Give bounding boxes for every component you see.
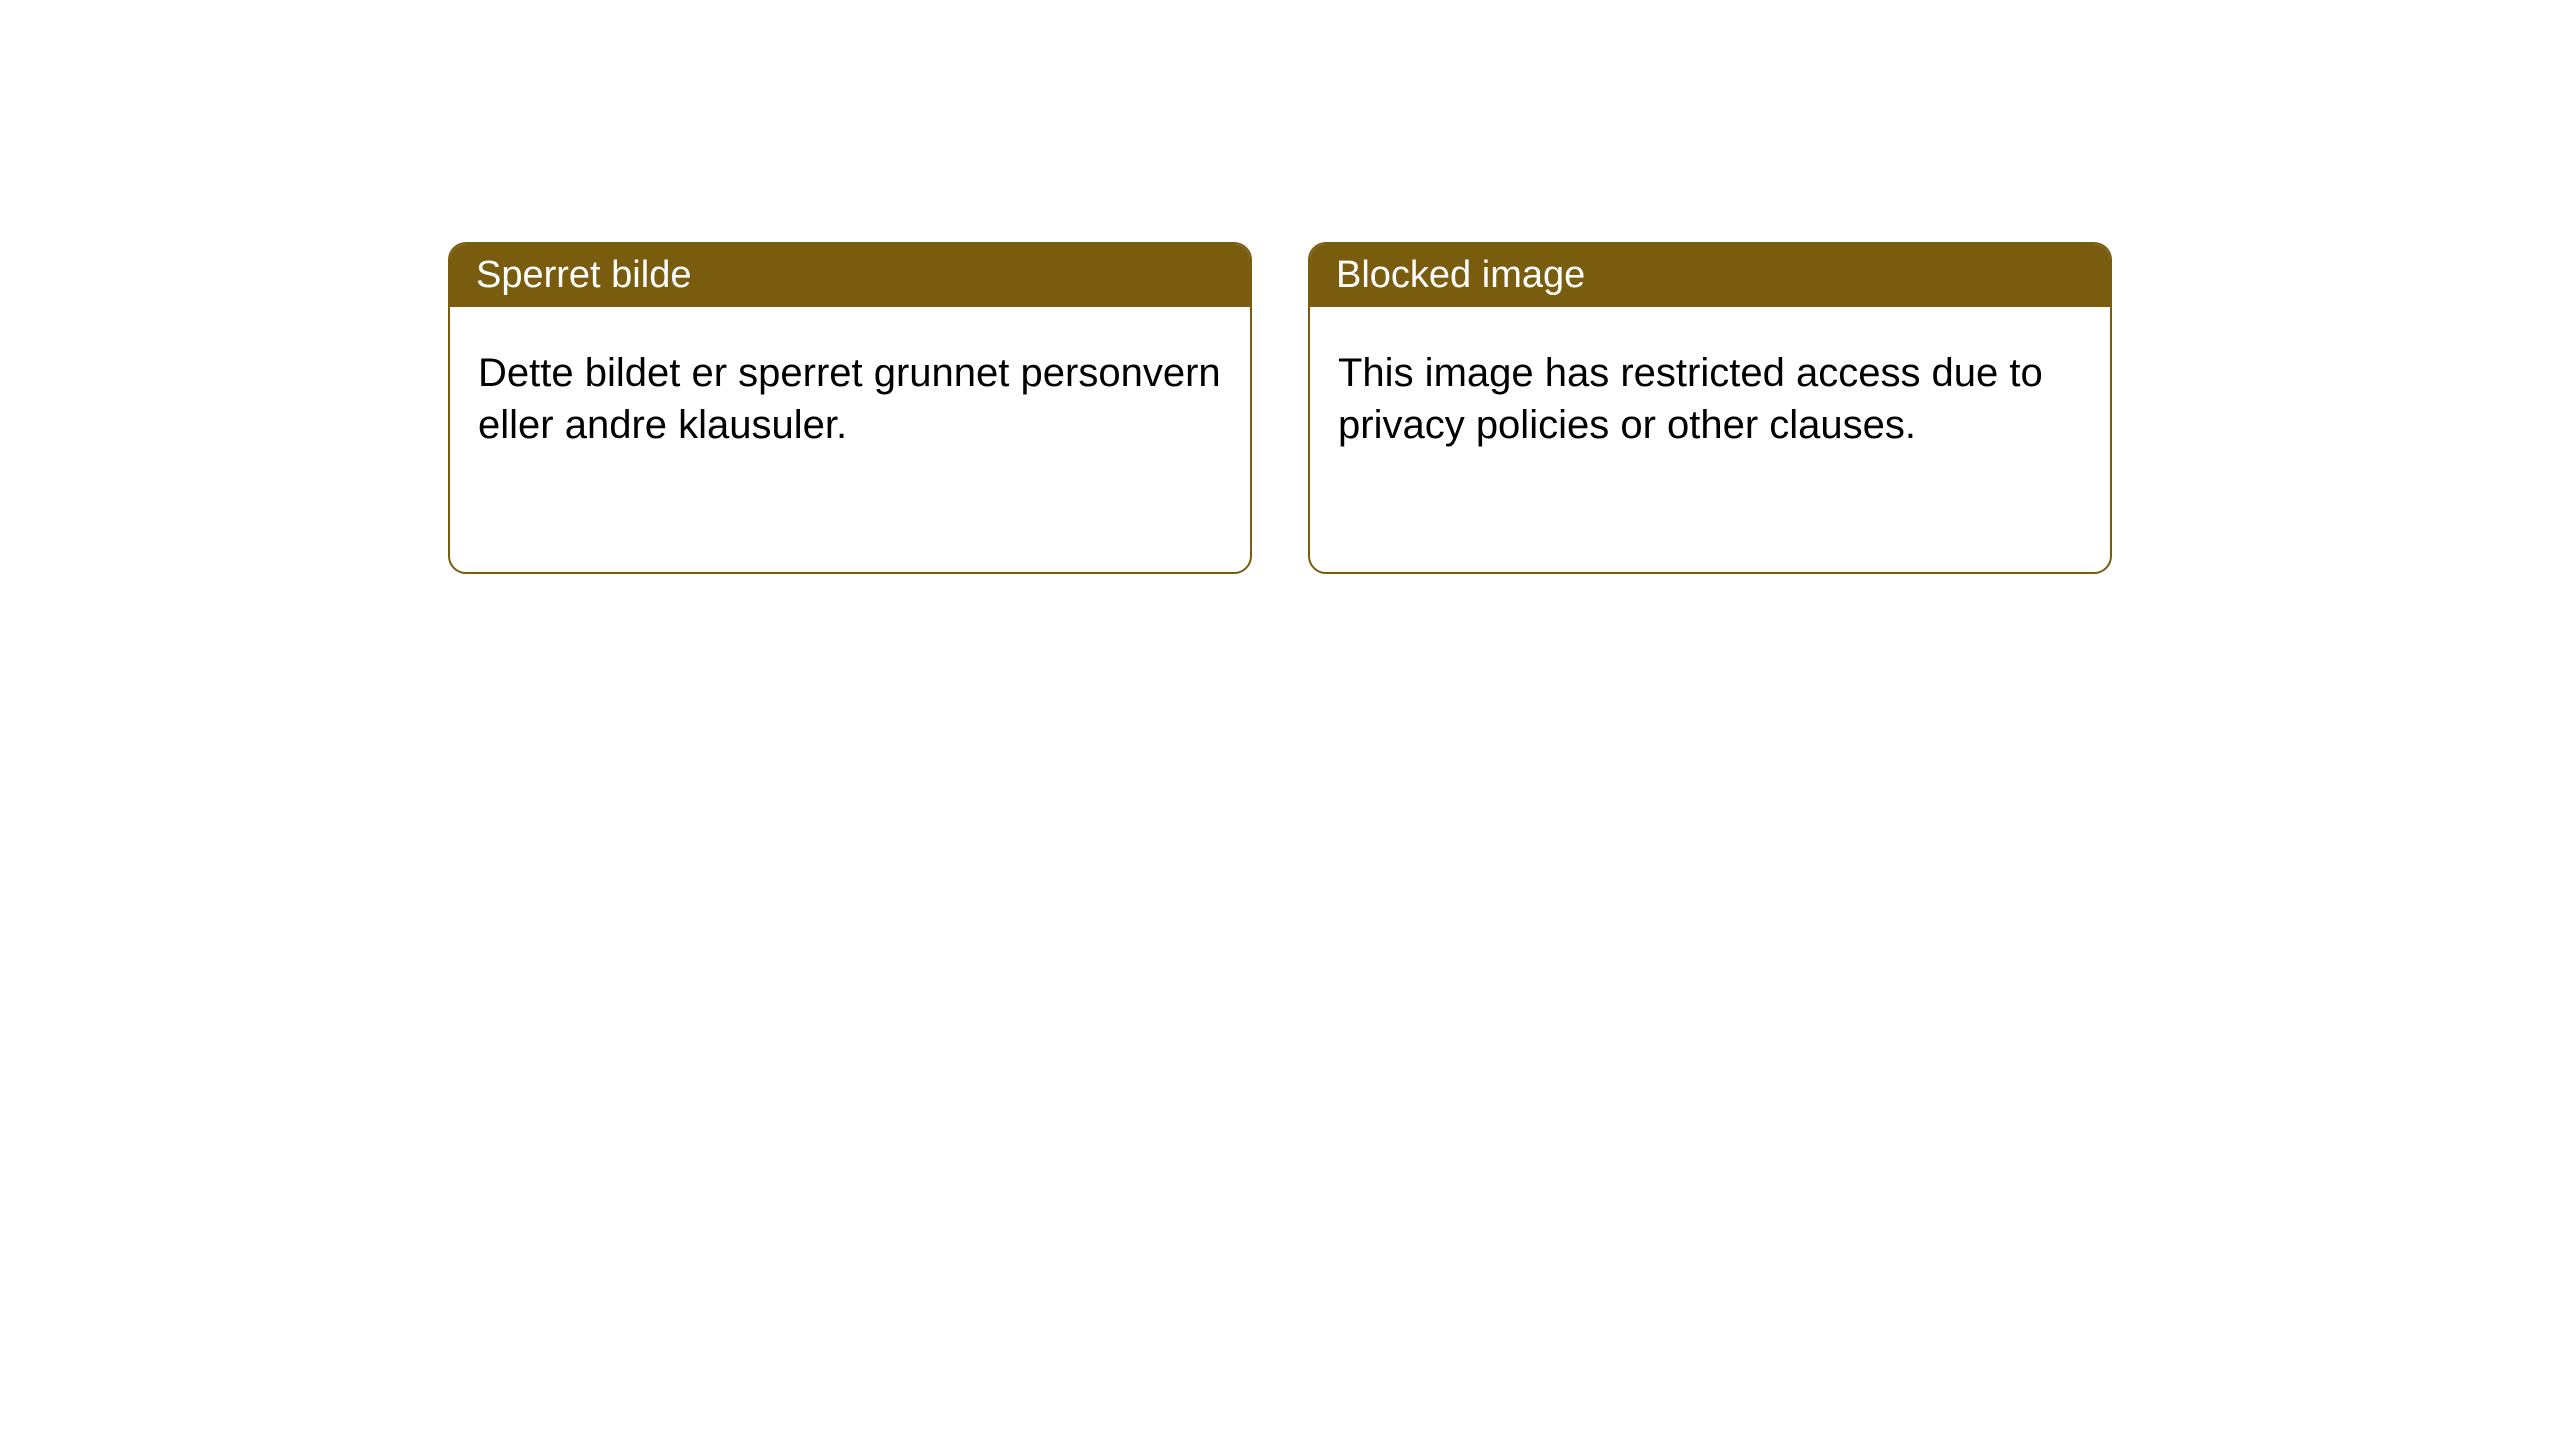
- notice-body: Dette bildet er sperret grunnet personve…: [450, 307, 1250, 491]
- notice-header: Sperret bilde: [450, 244, 1250, 307]
- notice-card-english: Blocked image This image has restricted …: [1308, 242, 2112, 574]
- notice-body: This image has restricted access due to …: [1310, 307, 2110, 491]
- notice-header: Blocked image: [1310, 244, 2110, 307]
- notice-card-norwegian: Sperret bilde Dette bildet er sperret gr…: [448, 242, 1252, 574]
- notice-container: Sperret bilde Dette bildet er sperret gr…: [0, 0, 2560, 574]
